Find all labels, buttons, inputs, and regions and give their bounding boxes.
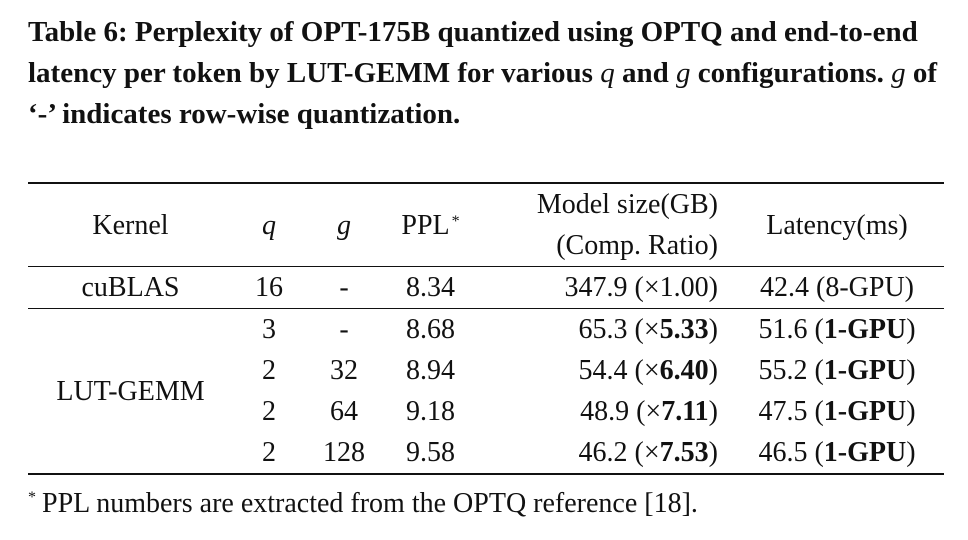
- cell-g: 64: [330, 396, 358, 427]
- header-comp-ratio: (Comp. Ratio): [556, 230, 718, 261]
- ratio-close: ): [708, 396, 718, 427]
- gpu-value: 1-GPU: [823, 396, 907, 427]
- ratio-value: 7.11: [661, 396, 709, 427]
- cell-q: 2: [262, 437, 276, 468]
- caption-text-3: of ‘-’ indicates row-wise quantization.: [28, 57, 937, 130]
- caption-text-2: configurations.: [697, 57, 884, 89]
- cell-latency: 51.6 (1-GPU): [730, 309, 944, 351]
- header-model-size: Model size(GB): [536, 189, 718, 220]
- gpu-open: (: [814, 396, 824, 427]
- latency-value: 55.2: [758, 355, 808, 386]
- cell-ppl: 8.94: [406, 355, 455, 386]
- table-row: 2 64 9.18 48.9 (×7.11) 47.5 (1-GPU): [28, 391, 944, 432]
- header-latency: Latency(ms): [766, 209, 908, 241]
- cell-g: -: [339, 314, 349, 345]
- gpu-close: ): [906, 355, 916, 386]
- cell-ppl: 9.58: [406, 437, 455, 468]
- cell-latency: 47.5 (1-GPU): [730, 391, 944, 432]
- caption-var-g: g: [675, 57, 691, 89]
- results-table-container: Kernel q g PPL * Model size(GB) Latency(m…: [28, 182, 944, 475]
- cell-g: 128: [323, 437, 365, 468]
- gpu-value: 1-GPU: [823, 355, 907, 386]
- ratio-value: 1.00: [659, 272, 709, 303]
- caption-var-g-2: g: [891, 57, 906, 89]
- table-row: 2 128 9.58 46.2 (×7.53) 46.5 (1-GPU): [28, 432, 944, 474]
- cell-model-size: 65.3 (×5.33): [478, 309, 730, 351]
- table-header: Kernel q g PPL * Model size(GB) Latency(m…: [28, 183, 944, 267]
- latency-value: 51.6: [758, 314, 808, 345]
- ratio-open: (×: [634, 314, 660, 345]
- header-ppl-label: PPL: [401, 209, 450, 241]
- gpu-close: ): [906, 437, 916, 468]
- ratio-open: (×: [634, 355, 660, 386]
- caption-and: and: [621, 57, 669, 89]
- ratio-open: (×: [634, 272, 660, 303]
- ratio-value: 5.33: [659, 314, 709, 345]
- gpu-open: (: [816, 272, 826, 303]
- cell-g: -: [339, 272, 349, 303]
- ratio-open: (×: [634, 437, 660, 468]
- cell-kernel: LUT-GEMM: [56, 375, 205, 407]
- latency-value: 46.5: [758, 437, 808, 468]
- cell-q: 16: [255, 272, 283, 303]
- caption-var-q: q: [600, 57, 615, 89]
- ratio-open: (×: [636, 396, 662, 427]
- gpu-value: 1-GPU: [823, 314, 907, 345]
- ratio-value: 6.40: [659, 355, 709, 386]
- gpu-open: (: [814, 314, 824, 345]
- size-value: 46.2: [578, 437, 628, 468]
- ratio-close: ): [708, 272, 718, 303]
- table-footnote: * PPL numbers are extracted from the OPTQ…: [28, 484, 698, 524]
- cell-kernel: cuBLAS: [81, 272, 180, 303]
- header-ppl: PPL *: [383, 183, 478, 267]
- header-g-var: g: [337, 209, 351, 241]
- cell-q: 3: [262, 314, 276, 345]
- results-table: Kernel q g PPL * Model size(GB) Latency(m…: [28, 182, 944, 475]
- gpu-open: (: [814, 355, 824, 386]
- size-value: 65.3: [578, 314, 628, 345]
- table-body: cuBLAS 16 - 8.34 347.9 (×1.00) 42.4 (8-G…: [28, 266, 944, 474]
- ratio-close: ): [708, 355, 718, 386]
- header-g: g: [305, 183, 383, 267]
- cell-ppl: 8.34: [406, 272, 455, 303]
- gpu-value: 8-GPU: [825, 272, 905, 303]
- cell-model-size: 48.9 (×7.11): [478, 391, 730, 432]
- header-q: q: [233, 183, 305, 267]
- gpu-close: ): [906, 314, 916, 345]
- table-caption: Table 6: Perplexity of OPT-175B quantize…: [28, 12, 948, 135]
- header-kernel: Kernel: [92, 209, 169, 241]
- size-value: 54.4: [578, 355, 628, 386]
- cell-model-size: 54.4 (×6.40): [478, 350, 730, 391]
- cell-q: 2: [262, 355, 276, 386]
- size-value: 48.9: [580, 396, 630, 427]
- gpu-close: ): [904, 272, 914, 303]
- cell-g: 32: [330, 355, 358, 386]
- caption-label: Table 6:: [28, 16, 128, 48]
- cell-model-size: 347.9 (×1.00): [478, 267, 730, 309]
- cell-q: 2: [262, 396, 276, 427]
- latency-value: 42.4: [760, 272, 809, 303]
- cell-latency: 42.4 (8-GPU): [730, 267, 944, 309]
- ratio-value: 7.53: [659, 437, 709, 468]
- cell-model-size: 46.2 (×7.53): [478, 432, 730, 474]
- cell-ppl: 9.18: [406, 396, 455, 427]
- cell-latency: 55.2 (1-GPU): [730, 350, 944, 391]
- gpu-open: (: [814, 437, 824, 468]
- footnote-text: PPL numbers are extracted from the OPTQ …: [42, 488, 698, 519]
- header-ppl-footnote-marker: *: [451, 212, 460, 230]
- ratio-close: ): [708, 314, 718, 345]
- header-q-var: q: [262, 209, 276, 241]
- gpu-value: 1-GPU: [823, 437, 907, 468]
- footnote-marker: *: [28, 489, 36, 506]
- table-row: 2 32 8.94 54.4 (×6.40) 55.2 (1-GPU): [28, 350, 944, 391]
- caption-text-1: Perplexity of OPT-175B quantized using O…: [28, 16, 918, 89]
- table-row: LUT-GEMM 3 - 8.68 65.3 (×5.33) 51.6 (1-G…: [28, 308, 944, 407]
- gpu-close: ): [906, 396, 916, 427]
- latency-value: 47.5: [758, 396, 808, 427]
- cell-ppl: 8.68: [406, 314, 455, 345]
- size-value: 347.9: [564, 272, 628, 303]
- table-row: cuBLAS 16 - 8.34 347.9 (×1.00) 42.4 (8-G…: [28, 266, 944, 309]
- cell-latency: 46.5 (1-GPU): [730, 432, 944, 474]
- ratio-close: ): [708, 437, 718, 468]
